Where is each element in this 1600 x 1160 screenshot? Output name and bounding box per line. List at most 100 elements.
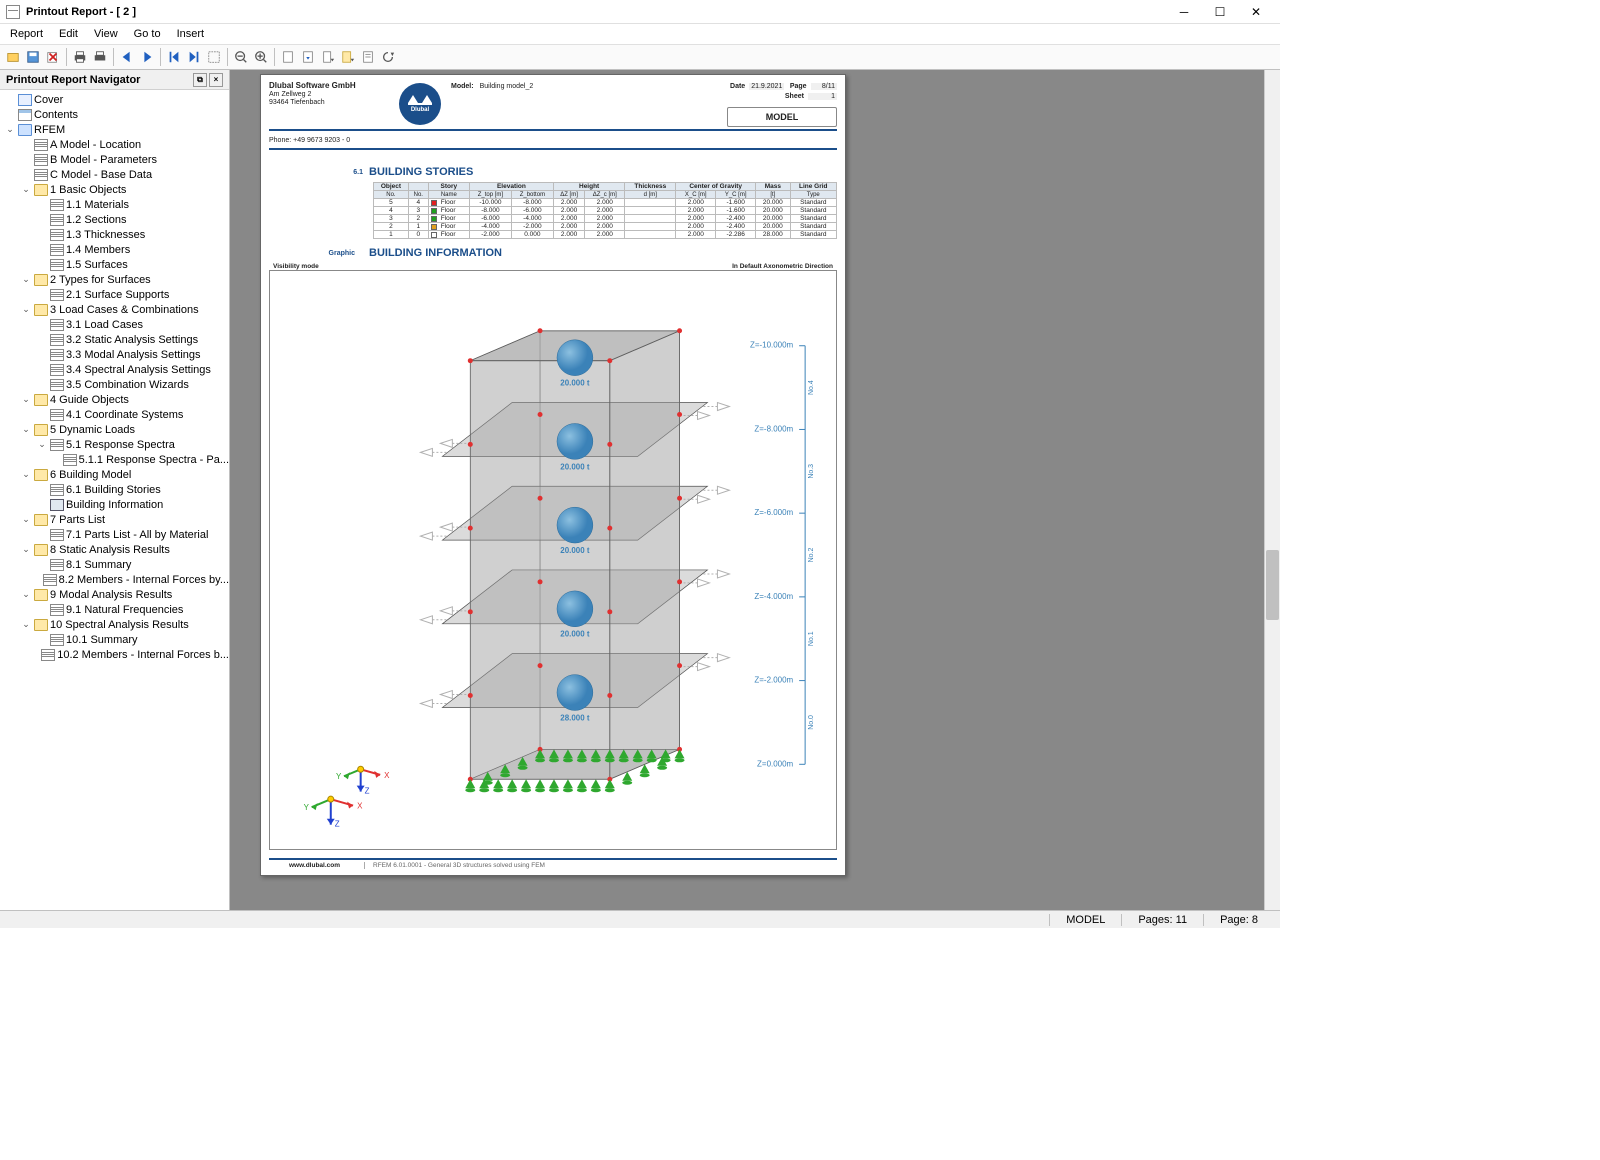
tree-item-label: 1.3 Thicknesses	[66, 229, 145, 241]
tree-item[interactable]: Cover	[0, 92, 229, 107]
tree-item-label: 6 Building Model	[50, 469, 131, 481]
tree-item[interactable]: ⌄10 Spectral Analysis Results	[0, 617, 229, 632]
tree-item[interactable]: Building Information	[0, 497, 229, 512]
page-dropdown-icon[interactable]	[339, 48, 357, 66]
svg-text:No.2: No.2	[808, 548, 815, 563]
tree-item[interactable]: 1.5 Surfaces	[0, 257, 229, 272]
tree-item[interactable]: ⌄5 Dynamic Loads	[0, 422, 229, 437]
tree-item-label: 7 Parts List	[50, 514, 105, 526]
refresh-icon[interactable]	[379, 48, 397, 66]
footer-program: RFEM 6.01.0001 - General 3D structures s…	[373, 862, 545, 869]
company-name: Dlubal Software GmbH	[269, 81, 399, 91]
tree-item[interactable]: Contents	[0, 107, 229, 122]
tree-item[interactable]: 2.1 Surface Supports	[0, 287, 229, 302]
tree-item-label: 9 Modal Analysis Results	[50, 589, 172, 601]
header-date: 21.9.2021	[749, 83, 784, 90]
minimize-button[interactable]: ─	[1166, 1, 1202, 23]
remove-icon[interactable]	[44, 48, 62, 66]
tree-item-label: C Model - Base Data	[50, 169, 152, 181]
tree-item[interactable]: 3.2 Static Analysis Settings	[0, 332, 229, 347]
nav-next-icon[interactable]	[138, 48, 156, 66]
tree-item[interactable]: 10.2 Members - Internal Forces b...	[0, 647, 229, 662]
save-icon[interactable]	[24, 48, 42, 66]
window-title: Printout Report - [ 2 ]	[26, 6, 1166, 18]
nav-first-icon[interactable]	[165, 48, 183, 66]
menu-report[interactable]: Report	[2, 26, 51, 42]
nav-last-icon[interactable]	[185, 48, 203, 66]
tree-item[interactable]: 9.1 Natural Frequencies	[0, 602, 229, 617]
navigator-tree[interactable]: CoverContents⌄RFEM A Model - LocationB Mo…	[0, 90, 229, 910]
svg-text:Z=-10.000m: Z=-10.000m	[750, 341, 794, 350]
svg-text:Y: Y	[336, 772, 342, 781]
tree-item[interactable]: 1.2 Sections	[0, 212, 229, 227]
tree-item-label: 3.5 Combination Wizards	[66, 379, 189, 391]
tree-item[interactable]: A Model - Location	[0, 137, 229, 152]
footer-url: www.dlubal.com	[269, 862, 365, 869]
tree-item[interactable]: ⌄3 Load Cases & Combinations	[0, 302, 229, 317]
document-viewport[interactable]: Dlubal Software GmbH Am Zellweg 2 93464 …	[230, 70, 1264, 910]
tree-item[interactable]: ⌄4 Guide Objects	[0, 392, 229, 407]
menu-goto[interactable]: Go to	[126, 26, 169, 42]
company-phone: Phone: +49 9673 9203 - 0	[269, 137, 837, 150]
tree-item[interactable]: ⌄2 Types for Surfaces	[0, 272, 229, 287]
svg-text:Z=0.000m: Z=0.000m	[757, 759, 793, 768]
status-page: Page: 8	[1203, 914, 1274, 926]
tree-item[interactable]: ⌄9 Modal Analysis Results	[0, 587, 229, 602]
table-row: 54Floor-10.000-8.0002.0002.0002.000-1.60…	[374, 199, 837, 207]
open-icon[interactable]	[4, 48, 22, 66]
tree-item[interactable]: 8.1 Summary	[0, 557, 229, 572]
section2-title: BUILDING INFORMATION	[369, 247, 502, 259]
print-icon[interactable]	[71, 48, 89, 66]
page-insert-icon[interactable]	[299, 48, 317, 66]
tree-item[interactable]: 10.1 Summary	[0, 632, 229, 647]
menu-edit[interactable]: Edit	[51, 26, 86, 42]
tree-item[interactable]: ⌄6 Building Model	[0, 467, 229, 482]
tree-item-label: Building Information	[66, 499, 163, 511]
tree-item-label: 5.1 Response Spectra	[66, 439, 175, 451]
tree-item[interactable]: 1.4 Members	[0, 242, 229, 257]
dlubal-logo-icon: Dlubal	[399, 83, 441, 125]
toolbar	[0, 44, 1280, 70]
tree-item[interactable]: ⌄5.1 Response Spectra	[0, 437, 229, 452]
tree-item[interactable]: 6.1 Building Stories	[0, 482, 229, 497]
menu-view[interactable]: View	[86, 26, 126, 42]
vertical-scrollbar[interactable]	[1264, 70, 1280, 910]
tree-item[interactable]: B Model - Parameters	[0, 152, 229, 167]
navigator-float-button[interactable]: ⧉	[193, 73, 207, 87]
page-text-icon[interactable]	[359, 48, 377, 66]
page-options-icon[interactable]	[319, 48, 337, 66]
navigator-close-button[interactable]: ×	[209, 73, 223, 87]
tree-item[interactable]: 5.1.1 Response Spectra - Pa...	[0, 452, 229, 467]
tree-item[interactable]: 3.3 Modal Analysis Settings	[0, 347, 229, 362]
maximize-button[interactable]: ☐	[1202, 1, 1238, 23]
tree-item[interactable]: ⌄RFEM	[0, 122, 229, 137]
tree-item-label: RFEM	[34, 124, 65, 136]
tree-item[interactable]: 1.1 Materials	[0, 197, 229, 212]
tree-item[interactable]: ⌄8 Static Analysis Results	[0, 542, 229, 557]
company-addr2: 93464 Tiefenbach	[269, 99, 399, 107]
tree-item-label: 2 Types for Surfaces	[50, 274, 151, 286]
tree-item-label: 10.2 Members - Internal Forces b...	[57, 649, 229, 661]
tree-item[interactable]: C Model - Base Data	[0, 167, 229, 182]
tree-item[interactable]: 3.5 Combination Wizards	[0, 377, 229, 392]
zoom-in-icon[interactable]	[252, 48, 270, 66]
nav-prev-icon[interactable]	[118, 48, 136, 66]
tree-item[interactable]: 4.1 Coordinate Systems	[0, 407, 229, 422]
tree-item-label: A Model - Location	[50, 139, 141, 151]
tree-item[interactable]: 3.4 Spectral Analysis Settings	[0, 362, 229, 377]
select-icon[interactable]	[205, 48, 223, 66]
svg-text:20.000 t: 20.000 t	[560, 546, 590, 555]
tree-item[interactable]: 7.1 Parts List - All by Material	[0, 527, 229, 542]
menu-insert[interactable]: Insert	[169, 26, 213, 42]
tree-item[interactable]: ⌄7 Parts List	[0, 512, 229, 527]
tree-item[interactable]: ⌄1 Basic Objects	[0, 182, 229, 197]
tree-item[interactable]: 3.1 Load Cases	[0, 317, 229, 332]
page-setup-icon[interactable]	[279, 48, 297, 66]
print-page-icon[interactable]	[91, 48, 109, 66]
zoom-out-icon[interactable]	[232, 48, 250, 66]
tree-item[interactable]: 8.2 Members - Internal Forces by...	[0, 572, 229, 587]
close-button[interactable]: ✕	[1238, 1, 1274, 23]
tree-item[interactable]: 1.3 Thicknesses	[0, 227, 229, 242]
tree-item-label: 8.2 Members - Internal Forces by...	[59, 574, 229, 586]
status-pages: Pages: 11	[1121, 914, 1203, 926]
